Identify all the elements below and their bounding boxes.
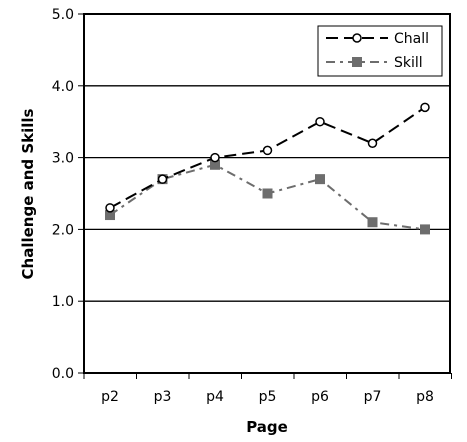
data-point-skill <box>105 210 115 221</box>
y-axis: 0.0 1.0 2.0 3.0 4.0 5.0 <box>52 7 84 382</box>
legend-entry-chall: Chall <box>326 31 429 47</box>
x-axis: p2 p3 p4 p5 p6 p7 p8 <box>83 373 452 405</box>
legend: Chall Skill <box>317 25 443 77</box>
x-tick-label: p3 <box>154 389 172 405</box>
grid-lines <box>84 85 450 302</box>
x-tick-label: p4 <box>206 389 224 405</box>
y-tick-label: 1.0 <box>52 294 74 310</box>
data-point-chall <box>262 145 273 156</box>
data-point-skill <box>315 174 325 185</box>
y-axis-title: Challenge and Skills <box>19 108 37 279</box>
series-skill <box>105 159 430 235</box>
legend-label: Skill <box>394 55 423 71</box>
data-point-chall <box>367 138 378 148</box>
legend-box <box>317 25 443 77</box>
y-tick-label: 2.0 <box>52 222 74 238</box>
series-layer <box>105 102 430 235</box>
y-tick-label: 4.0 <box>52 79 74 95</box>
x-axis-title: Page <box>246 418 288 436</box>
data-point-skill <box>210 159 220 170</box>
x-tick-label: p2 <box>101 389 119 405</box>
data-point-chall <box>157 174 168 184</box>
x-tick-label: p8 <box>416 389 434 405</box>
data-point-skill <box>262 188 273 199</box>
x-tick-label: p6 <box>311 389 329 405</box>
x-tick-label: p5 <box>259 389 277 405</box>
y-tick-label: 0.0 <box>52 366 74 382</box>
legend-marker <box>352 33 362 43</box>
data-point-chall <box>315 116 325 127</box>
data-point-chall <box>210 152 220 163</box>
legend-marker <box>352 57 362 67</box>
data-point-skill <box>367 217 378 228</box>
series-chall <box>105 102 430 213</box>
legend-label: Chall <box>394 31 429 47</box>
y-tick-label: 5.0 <box>52 7 74 23</box>
x-tick-label: p7 <box>364 389 382 405</box>
plot-frame <box>83 13 451 374</box>
data-point-chall <box>105 203 115 213</box>
data-point-chall <box>420 102 430 113</box>
legend-entry-skill: Skill <box>326 55 423 71</box>
data-point-skill <box>420 224 430 235</box>
y-tick-label: 3.0 <box>52 151 74 167</box>
